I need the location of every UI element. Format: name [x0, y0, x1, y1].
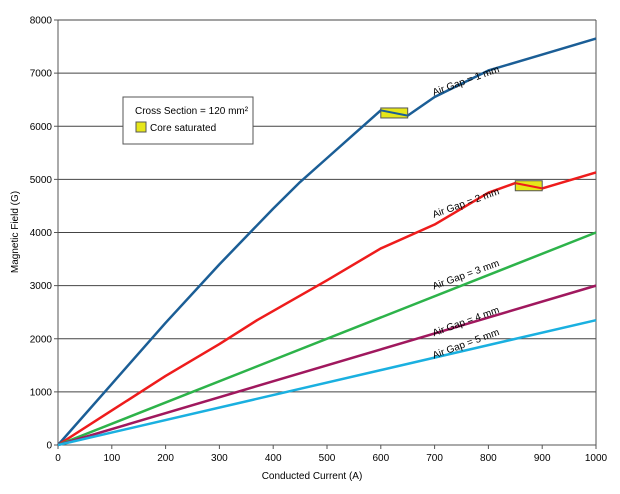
x-tick-label: 500	[319, 453, 336, 464]
x-tick-label: 300	[211, 453, 228, 464]
y-tick-label: 6000	[30, 122, 53, 133]
series-line-segment	[380, 109, 408, 117]
x-tick-label: 400	[265, 453, 282, 464]
y-tick-label: 7000	[30, 69, 53, 80]
x-tick-label: 100	[103, 453, 120, 464]
series-line-3	[57, 231, 597, 447]
x-tick-label: 1000	[585, 453, 608, 464]
y-tick-label: 0	[46, 441, 52, 452]
series-line-4	[57, 284, 597, 447]
y-tick-label: 4000	[30, 228, 53, 239]
legend-title: Cross Section = 120 mm²	[135, 106, 249, 117]
series-label-1: Air Gap = 1 mm	[431, 64, 501, 98]
x-tick-label: 0	[55, 453, 61, 464]
y-tick-label: 3000	[30, 281, 53, 292]
y-tick-label: 1000	[30, 387, 53, 398]
legend-swatch	[135, 121, 147, 133]
series-line-1	[57, 37, 597, 446]
y-tick-label: 5000	[30, 175, 53, 186]
x-tick-label: 600	[372, 453, 389, 464]
y-tick-label: 8000	[30, 16, 53, 27]
y-axis-label: Magnetic Field (G)	[10, 191, 21, 273]
x-tick-label: 200	[157, 453, 174, 464]
series-line-segment	[515, 182, 543, 190]
series-line-5	[57, 318, 597, 447]
x-axis-label: Conducted Current (A)	[262, 471, 363, 482]
series-label-2: Air Gap = 2 mm	[431, 186, 501, 220]
x-tick-label: 900	[534, 453, 551, 464]
x-tick-label: 700	[426, 453, 443, 464]
x-tick-label: 800	[480, 453, 497, 464]
legend: Cross Section = 120 mm² Core saturated	[122, 96, 254, 145]
y-tick-label: 2000	[30, 334, 53, 345]
legend-entry: Core saturated	[150, 123, 216, 134]
